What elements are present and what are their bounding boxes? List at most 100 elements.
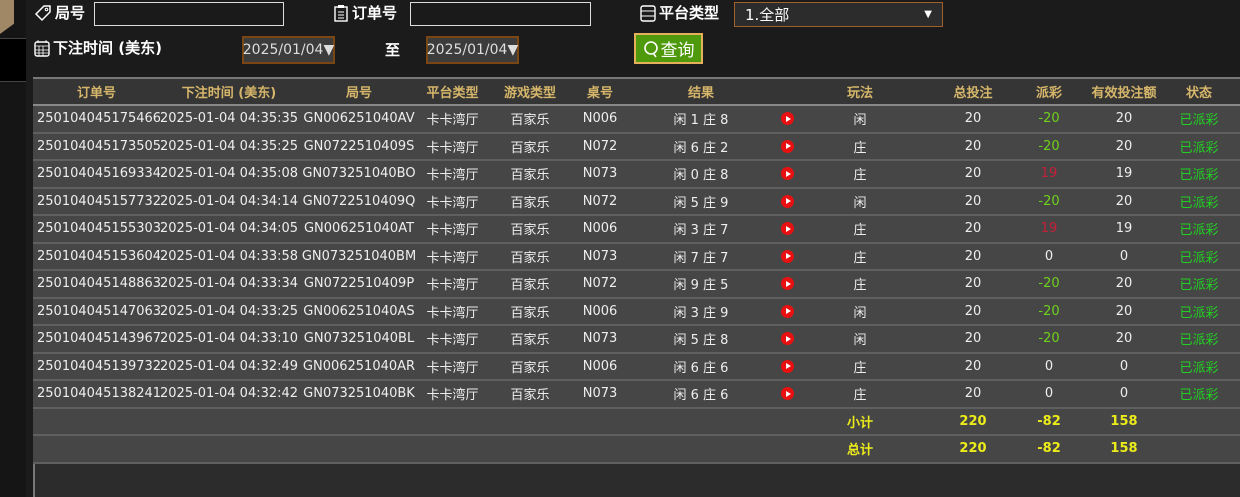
play-video-icon[interactable] [780, 277, 794, 291]
clipboard-icon [334, 4, 348, 22]
cell-total-bet: 20 [923, 325, 1023, 354]
cell-video[interactable] [777, 325, 797, 354]
query-button[interactable]: 查询 [634, 33, 703, 64]
to-label: 至 [385, 41, 401, 59]
date-to-picker[interactable]: 2025/01/04▼ [426, 36, 519, 64]
cell-order-no: 250104045155303 [33, 215, 160, 244]
cell-video[interactable] [777, 352, 797, 381]
total-row: 总计 220 -82 158 [33, 435, 1240, 464]
table-row: 250104045153604 2025-01-04 04:33:58 GN0732… [33, 242, 1240, 271]
play-video-icon[interactable] [780, 167, 794, 181]
cell-table-no: N006 [575, 352, 625, 381]
cell-bet-time: 2025-01-04 04:35:25 [160, 132, 298, 161]
table-row: 250104045155303 2025-01-04 04:34:05 GN0062… [33, 215, 1240, 244]
play-video-icon[interactable] [780, 194, 794, 208]
play-video-icon[interactable] [780, 304, 794, 318]
cell-total-bet: 20 [923, 352, 1023, 381]
date-from-picker[interactable]: 2025/01/04▼ [242, 36, 335, 64]
cell-bet-type: 庄 [797, 160, 923, 189]
cell-bet-type: 庄 [797, 380, 923, 409]
cell-table-no: N072 [575, 132, 625, 161]
cell-bet-type: 闲 [797, 325, 923, 354]
cell-bet-time: 2025-01-04 04:33:34 [160, 270, 298, 299]
chevron-down-icon: ▼ [924, 9, 932, 20]
cell-video[interactable] [777, 270, 797, 299]
header-table-no: 桌号 [575, 77, 625, 106]
play-video-icon[interactable] [780, 139, 794, 153]
cell-total-bet: 20 [923, 242, 1023, 271]
play-video-icon[interactable] [780, 112, 794, 126]
cell-platform: 卡卡湾厅 [420, 105, 485, 134]
cell-platform: 卡卡湾厅 [420, 215, 485, 244]
cell-round-no: GN073251040BM [298, 242, 420, 271]
cell-order-no: 250104045138241 [33, 380, 160, 409]
cell-bet-time: 2025-01-04 04:32:42 [160, 380, 298, 409]
play-video-icon[interactable] [780, 222, 794, 236]
cell-game-type: 百家乐 [485, 380, 575, 409]
cell-video[interactable] [777, 242, 797, 271]
cell-result: 闲 0 庄 8 [625, 160, 777, 189]
round-label: 局号 [34, 2, 85, 23]
left-sidebar-edge [0, 0, 26, 497]
cell-valid-bet: 19 [1075, 215, 1173, 244]
cell-payout: 0 [1023, 380, 1075, 409]
cell-round-no: GN0722510409S [298, 132, 420, 161]
cell-table-no: N072 [575, 187, 625, 216]
subtotal-row: 小计 220 -82 158 [33, 407, 1240, 436]
cell-order-no: 250104045175466 [33, 105, 160, 134]
play-video-icon[interactable] [780, 249, 794, 263]
cell-bet-type: 闲 [797, 297, 923, 326]
cell-table-no: N072 [575, 270, 625, 299]
cell-order-no: 250104045143967 [33, 325, 160, 354]
order-input[interactable] [410, 2, 591, 26]
table-row: 250104045139732 2025-01-04 04:32:49 GN0062… [33, 352, 1240, 381]
play-video-icon[interactable] [780, 359, 794, 373]
cell-result: 闲 5 庄 9 [625, 187, 777, 216]
cell-order-no: 250104045173505 [33, 132, 160, 161]
cell-status: 已派彩 [1173, 325, 1240, 354]
list-icon [640, 4, 656, 22]
cell-table-no: N073 [575, 325, 625, 354]
cell-valid-bet: 20 [1075, 105, 1173, 134]
cell-result: 闲 7 庄 7 [625, 242, 777, 271]
table-row: 250104045173505 2025-01-04 04:35:25 GN0722… [33, 132, 1240, 161]
cell-video[interactable] [777, 380, 797, 409]
table-row: 250104045175466 2025-01-04 04:35:35 GN0062… [33, 105, 1240, 134]
cell-round-no: GN006251040AV [298, 105, 420, 134]
cell-total-bet: 20 [923, 380, 1023, 409]
cell-payout: 19 [1023, 160, 1075, 189]
cell-payout: 0 [1023, 242, 1075, 271]
cell-video[interactable] [777, 160, 797, 189]
header-round-no: 局号 [298, 77, 420, 106]
header-video [777, 77, 797, 106]
play-video-icon[interactable] [780, 332, 794, 346]
platform-select[interactable]: 1.全部 ▼ [734, 2, 943, 27]
cell-round-no: GN006251040AT [298, 215, 420, 244]
cell-bet-type: 庄 [797, 242, 923, 271]
cell-table-no: N073 [575, 380, 625, 409]
cell-payout: -20 [1023, 187, 1075, 216]
cell-result: 闲 3 庄 9 [625, 297, 777, 326]
cell-order-no: 250104045169334 [33, 160, 160, 189]
total-valid-bet: 158 [1075, 435, 1173, 464]
cell-total-bet: 20 [923, 160, 1023, 189]
cell-valid-bet: 20 [1075, 187, 1173, 216]
header-order-no: 订单号 [33, 77, 160, 106]
cell-video[interactable] [777, 132, 797, 161]
bet-records-table: 订单号 下注时间 (美东) 局号 平台类型 游戏类型 桌号 结果 玩法 总投注 派彩 有效投注额 状态… [33, 77, 1240, 464]
cell-total-bet: 20 [923, 105, 1023, 134]
cell-result: 闲 6 庄 6 [625, 380, 777, 409]
cell-game-type: 百家乐 [485, 270, 575, 299]
cell-round-no: GN0722510409Q [298, 187, 420, 216]
round-input[interactable] [94, 2, 284, 26]
cell-video[interactable] [777, 297, 797, 326]
cell-round-no: GN073251040BO [298, 160, 420, 189]
cell-video[interactable] [777, 187, 797, 216]
cell-video[interactable] [777, 215, 797, 244]
cell-platform: 卡卡湾厅 [420, 380, 485, 409]
cell-video[interactable] [777, 105, 797, 134]
play-video-icon[interactable] [780, 387, 794, 401]
header-total-bet: 总投注 [923, 77, 1023, 106]
cell-total-bet: 20 [923, 132, 1023, 161]
cell-status: 已派彩 [1173, 352, 1240, 381]
